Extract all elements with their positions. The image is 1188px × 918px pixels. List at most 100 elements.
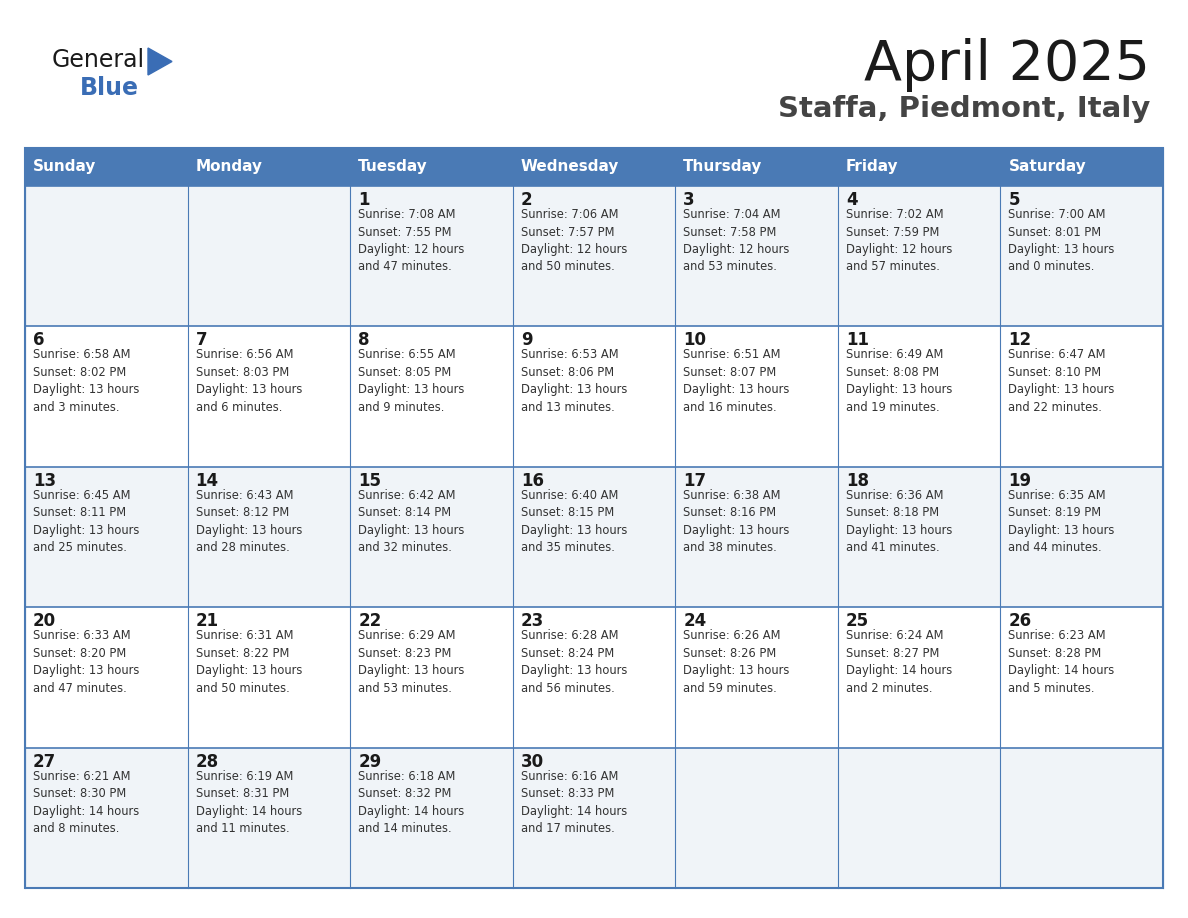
Bar <box>350 327 513 466</box>
Text: Sunrise: 6:21 AM
Sunset: 8:30 PM
Daylight: 14 hours
and 8 minutes.: Sunrise: 6:21 AM Sunset: 8:30 PM Dayligh… <box>33 769 139 835</box>
Bar <box>513 747 675 888</box>
Bar <box>1000 466 1163 607</box>
Bar <box>1000 148 1163 186</box>
Bar <box>675 607 838 747</box>
Text: 29: 29 <box>358 753 381 770</box>
Text: Friday: Friday <box>846 160 898 174</box>
Text: Tuesday: Tuesday <box>358 160 428 174</box>
Text: Sunrise: 6:42 AM
Sunset: 8:14 PM
Daylight: 13 hours
and 32 minutes.: Sunrise: 6:42 AM Sunset: 8:14 PM Dayligh… <box>358 488 465 554</box>
Text: Sunrise: 6:35 AM
Sunset: 8:19 PM
Daylight: 13 hours
and 44 minutes.: Sunrise: 6:35 AM Sunset: 8:19 PM Dayligh… <box>1009 488 1114 554</box>
Text: Sunrise: 6:38 AM
Sunset: 8:16 PM
Daylight: 13 hours
and 38 minutes.: Sunrise: 6:38 AM Sunset: 8:16 PM Dayligh… <box>683 488 790 554</box>
Text: Sunrise: 6:47 AM
Sunset: 8:10 PM
Daylight: 13 hours
and 22 minutes.: Sunrise: 6:47 AM Sunset: 8:10 PM Dayligh… <box>1009 349 1114 414</box>
Bar <box>1000 747 1163 888</box>
Bar <box>25 148 188 186</box>
Text: Sunrise: 7:02 AM
Sunset: 7:59 PM
Daylight: 12 hours
and 57 minutes.: Sunrise: 7:02 AM Sunset: 7:59 PM Dayligh… <box>846 208 953 274</box>
Text: Sunrise: 6:40 AM
Sunset: 8:15 PM
Daylight: 13 hours
and 35 minutes.: Sunrise: 6:40 AM Sunset: 8:15 PM Dayligh… <box>520 488 627 554</box>
Text: 14: 14 <box>196 472 219 490</box>
Bar <box>25 747 188 888</box>
Bar <box>513 148 675 186</box>
Text: 9: 9 <box>520 331 532 350</box>
Text: Sunrise: 6:51 AM
Sunset: 8:07 PM
Daylight: 13 hours
and 16 minutes.: Sunrise: 6:51 AM Sunset: 8:07 PM Dayligh… <box>683 349 790 414</box>
Bar <box>188 466 350 607</box>
Text: Sunrise: 7:04 AM
Sunset: 7:58 PM
Daylight: 12 hours
and 53 minutes.: Sunrise: 7:04 AM Sunset: 7:58 PM Dayligh… <box>683 208 790 274</box>
Text: Sunrise: 6:49 AM
Sunset: 8:08 PM
Daylight: 13 hours
and 19 minutes.: Sunrise: 6:49 AM Sunset: 8:08 PM Dayligh… <box>846 349 953 414</box>
Text: 13: 13 <box>33 472 56 490</box>
Bar <box>350 747 513 888</box>
Bar <box>675 148 838 186</box>
Bar <box>513 607 675 747</box>
Text: 11: 11 <box>846 331 868 350</box>
Text: Sunrise: 6:36 AM
Sunset: 8:18 PM
Daylight: 13 hours
and 41 minutes.: Sunrise: 6:36 AM Sunset: 8:18 PM Dayligh… <box>846 488 953 554</box>
Text: 12: 12 <box>1009 331 1031 350</box>
Bar <box>513 466 675 607</box>
Bar <box>1000 327 1163 466</box>
Bar <box>350 148 513 186</box>
Text: Sunrise: 6:58 AM
Sunset: 8:02 PM
Daylight: 13 hours
and 3 minutes.: Sunrise: 6:58 AM Sunset: 8:02 PM Dayligh… <box>33 349 139 414</box>
Text: Sunrise: 7:00 AM
Sunset: 8:01 PM
Daylight: 13 hours
and 0 minutes.: Sunrise: 7:00 AM Sunset: 8:01 PM Dayligh… <box>1009 208 1114 274</box>
Text: 24: 24 <box>683 612 707 630</box>
Text: Sunrise: 6:56 AM
Sunset: 8:03 PM
Daylight: 13 hours
and 6 minutes.: Sunrise: 6:56 AM Sunset: 8:03 PM Dayligh… <box>196 349 302 414</box>
Bar <box>25 186 188 327</box>
Text: Sunrise: 6:29 AM
Sunset: 8:23 PM
Daylight: 13 hours
and 53 minutes.: Sunrise: 6:29 AM Sunset: 8:23 PM Dayligh… <box>358 629 465 695</box>
Text: 23: 23 <box>520 612 544 630</box>
Bar <box>25 466 188 607</box>
Text: 20: 20 <box>33 612 56 630</box>
Bar <box>838 327 1000 466</box>
Text: Saturday: Saturday <box>1009 160 1086 174</box>
Bar <box>25 607 188 747</box>
Text: 21: 21 <box>196 612 219 630</box>
Bar <box>838 186 1000 327</box>
Bar <box>188 607 350 747</box>
Bar <box>675 327 838 466</box>
Text: April 2025: April 2025 <box>864 38 1150 92</box>
Text: 22: 22 <box>358 612 381 630</box>
Text: 2: 2 <box>520 191 532 209</box>
Bar <box>675 747 838 888</box>
Text: 30: 30 <box>520 753 544 770</box>
Text: Sunrise: 6:24 AM
Sunset: 8:27 PM
Daylight: 14 hours
and 2 minutes.: Sunrise: 6:24 AM Sunset: 8:27 PM Dayligh… <box>846 629 952 695</box>
Text: Sunrise: 6:45 AM
Sunset: 8:11 PM
Daylight: 13 hours
and 25 minutes.: Sunrise: 6:45 AM Sunset: 8:11 PM Dayligh… <box>33 488 139 554</box>
Text: 19: 19 <box>1009 472 1031 490</box>
Text: Staffa, Piedmont, Italy: Staffa, Piedmont, Italy <box>778 95 1150 123</box>
Text: Sunrise: 7:06 AM
Sunset: 7:57 PM
Daylight: 12 hours
and 50 minutes.: Sunrise: 7:06 AM Sunset: 7:57 PM Dayligh… <box>520 208 627 274</box>
Text: 27: 27 <box>33 753 56 770</box>
Text: 15: 15 <box>358 472 381 490</box>
Bar <box>188 186 350 327</box>
Text: 5: 5 <box>1009 191 1020 209</box>
Bar <box>188 747 350 888</box>
Bar <box>838 466 1000 607</box>
Text: Thursday: Thursday <box>683 160 763 174</box>
Bar <box>188 148 350 186</box>
Bar <box>1000 607 1163 747</box>
Text: Sunday: Sunday <box>33 160 96 174</box>
Text: Sunrise: 7:08 AM
Sunset: 7:55 PM
Daylight: 12 hours
and 47 minutes.: Sunrise: 7:08 AM Sunset: 7:55 PM Dayligh… <box>358 208 465 274</box>
Text: 16: 16 <box>520 472 544 490</box>
Text: Sunrise: 6:53 AM
Sunset: 8:06 PM
Daylight: 13 hours
and 13 minutes.: Sunrise: 6:53 AM Sunset: 8:06 PM Dayligh… <box>520 349 627 414</box>
Text: Sunrise: 6:55 AM
Sunset: 8:05 PM
Daylight: 13 hours
and 9 minutes.: Sunrise: 6:55 AM Sunset: 8:05 PM Dayligh… <box>358 349 465 414</box>
Text: Sunrise: 6:16 AM
Sunset: 8:33 PM
Daylight: 14 hours
and 17 minutes.: Sunrise: 6:16 AM Sunset: 8:33 PM Dayligh… <box>520 769 627 835</box>
Text: Sunrise: 6:19 AM
Sunset: 8:31 PM
Daylight: 14 hours
and 11 minutes.: Sunrise: 6:19 AM Sunset: 8:31 PM Dayligh… <box>196 769 302 835</box>
Bar <box>838 747 1000 888</box>
Bar <box>1000 186 1163 327</box>
Text: 10: 10 <box>683 331 707 350</box>
Bar <box>838 148 1000 186</box>
Bar <box>350 466 513 607</box>
Bar <box>513 186 675 327</box>
Text: Sunrise: 6:28 AM
Sunset: 8:24 PM
Daylight: 13 hours
and 56 minutes.: Sunrise: 6:28 AM Sunset: 8:24 PM Dayligh… <box>520 629 627 695</box>
Bar <box>188 327 350 466</box>
Bar <box>675 466 838 607</box>
Bar <box>350 607 513 747</box>
Text: 28: 28 <box>196 753 219 770</box>
Bar <box>25 148 1163 888</box>
Text: 26: 26 <box>1009 612 1031 630</box>
Text: 6: 6 <box>33 331 44 350</box>
Text: 7: 7 <box>196 331 207 350</box>
Bar <box>675 186 838 327</box>
Text: Sunrise: 6:33 AM
Sunset: 8:20 PM
Daylight: 13 hours
and 47 minutes.: Sunrise: 6:33 AM Sunset: 8:20 PM Dayligh… <box>33 629 139 695</box>
Text: Blue: Blue <box>80 76 139 100</box>
Text: Sunrise: 6:26 AM
Sunset: 8:26 PM
Daylight: 13 hours
and 59 minutes.: Sunrise: 6:26 AM Sunset: 8:26 PM Dayligh… <box>683 629 790 695</box>
Text: General: General <box>52 48 145 72</box>
Bar <box>838 607 1000 747</box>
Text: Monday: Monday <box>196 160 263 174</box>
Text: 4: 4 <box>846 191 858 209</box>
